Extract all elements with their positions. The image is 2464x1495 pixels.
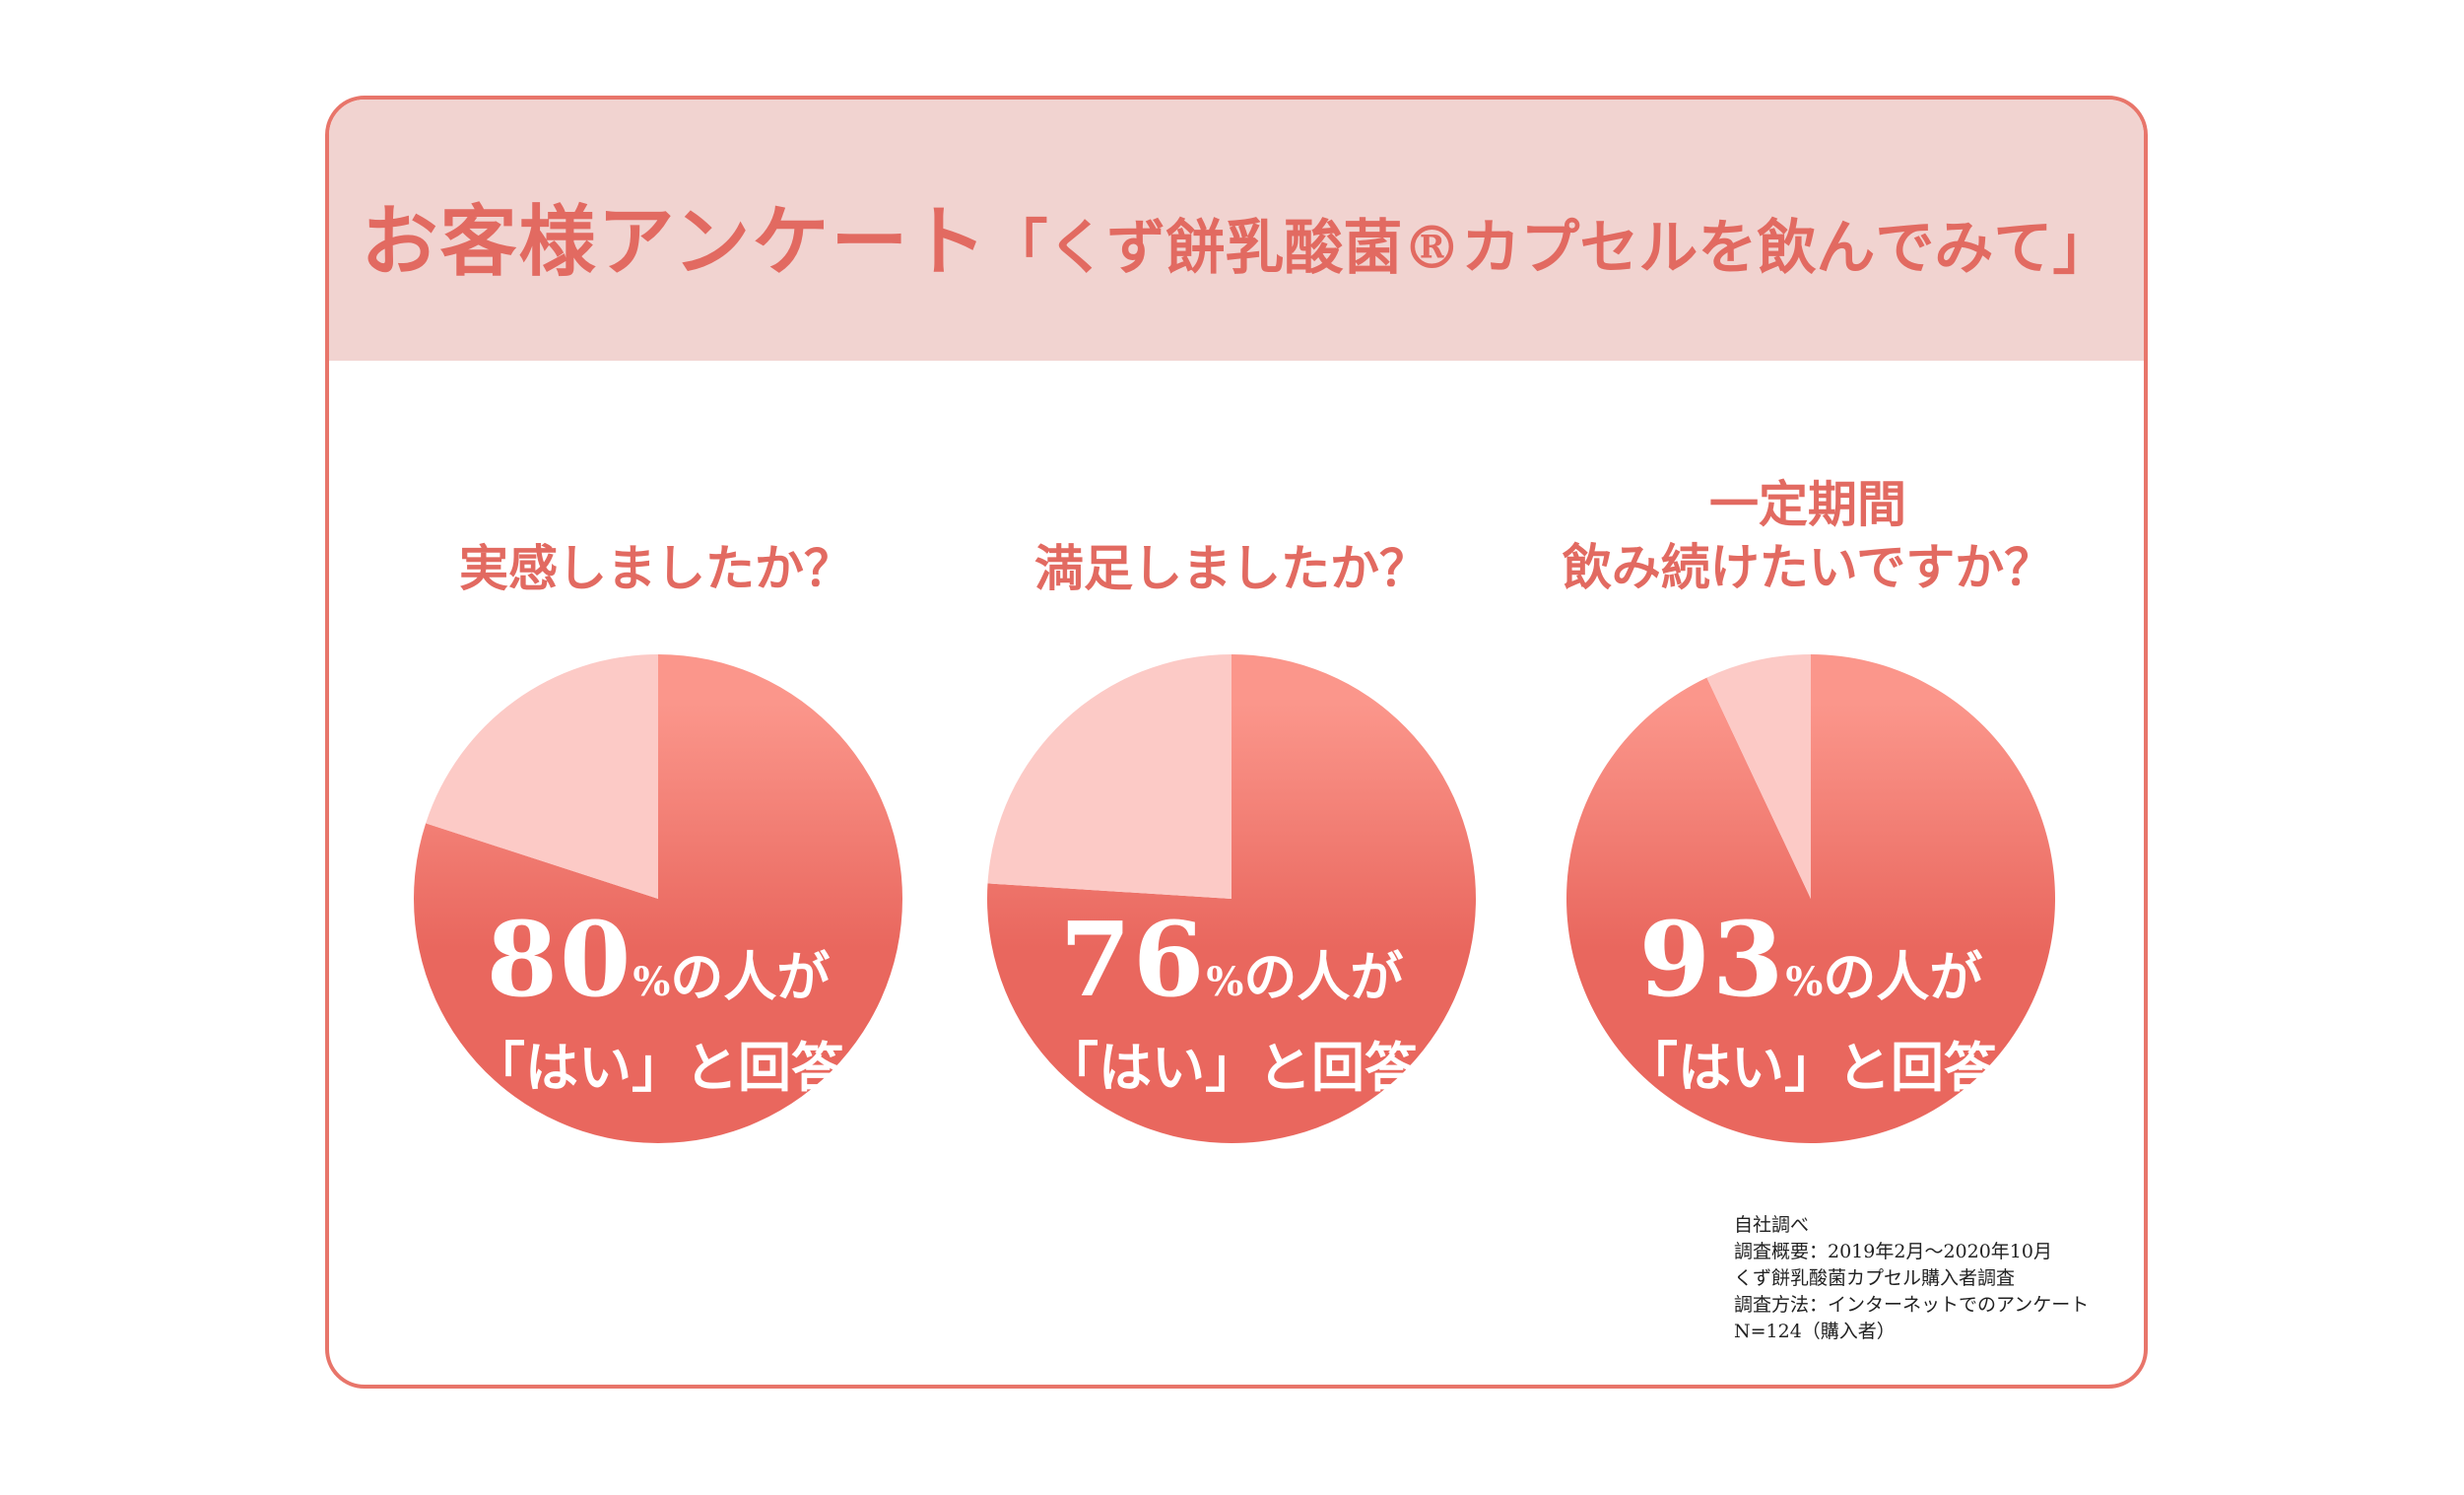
- pie-1-percent: 80: [486, 899, 633, 1020]
- footnote-line: 調査概要：2019年2月〜2020年10月: [1734, 1241, 2052, 1262]
- pie-slice-other: [1706, 654, 1811, 899]
- pie-3-answer: 「はい」と回答: [1625, 1036, 1997, 1099]
- title-main: お客様アンケート: [361, 197, 989, 287]
- pie-2-percent-unit: %: [1206, 959, 1244, 1005]
- question-3: 一定期間 飲み続けたいですか？: [1532, 473, 2084, 599]
- pie-2-label: 76%の人が 「はい」と回答: [975, 899, 1488, 1102]
- pie-2-percent: 76: [1059, 899, 1207, 1020]
- pie-chart-3: [1565, 654, 2055, 1143]
- pie-3-caption: の人が: [1823, 945, 1983, 1008]
- question-1-text: 実感しましたか？: [459, 539, 853, 597]
- pie-2-answer: 「はい」と回答: [1045, 1036, 1418, 1099]
- pie-1-label: 80%の人が 「はい」と回答: [402, 899, 914, 1102]
- question-3-text: 飲み続けたいですか？: [1562, 538, 2054, 596]
- survey-footnote: 自社調べ 調査概要：2019年2月〜2020年10月 くず餅乳酸菌カプセル購入者…: [1734, 1212, 2089, 1345]
- title-sub: 「くず餅乳酸菌®カプセルを飲んでみて」: [988, 214, 2112, 283]
- pie-1-answer: 「はい」と回答: [472, 1036, 844, 1099]
- pie-2-caption: の人が: [1243, 945, 1404, 1008]
- pie-3-percent: 93: [1638, 899, 1786, 1020]
- footnote-line: 自社調べ: [1734, 1214, 1810, 1236]
- question-2: 満足しましたか？: [956, 537, 1507, 600]
- pie-slice-yes: [987, 654, 1477, 1143]
- pie-1-percent-unit: %: [633, 959, 671, 1005]
- question-1: 実感しましたか？: [380, 537, 932, 600]
- page-title: お客様アンケート「くず餅乳酸菌®カプセルを飲んでみて」: [329, 180, 2144, 291]
- pie-1-caption: の人が: [670, 945, 831, 1008]
- pie-slice-yes: [1565, 654, 2055, 1143]
- pie-chart-1: [414, 654, 903, 1143]
- pie-3-label: 93%の人が 「はい」と回答: [1555, 899, 2067, 1102]
- footnote-line: くず餅乳酸菌カプセル購入者調査: [1734, 1267, 2016, 1289]
- pie-slice-other: [426, 654, 658, 899]
- pie-slice-yes: [414, 654, 903, 1143]
- question-2-text: 満足しましたか？: [1034, 539, 1429, 597]
- footnote-line: 調査方法：インターネットでのアンケート: [1734, 1294, 2090, 1316]
- pie-slice-other: [987, 654, 1232, 899]
- pie-3-percent-unit: %: [1785, 959, 1824, 1005]
- question-3-line1: 一定期間: [1709, 475, 1906, 533]
- header-banner: お客様アンケート「くず餅乳酸菌®カプセルを飲んでみて」: [329, 100, 2144, 361]
- pie-chart-2: [987, 654, 1477, 1143]
- footnote-line: N=124（購入者）: [1734, 1321, 1896, 1342]
